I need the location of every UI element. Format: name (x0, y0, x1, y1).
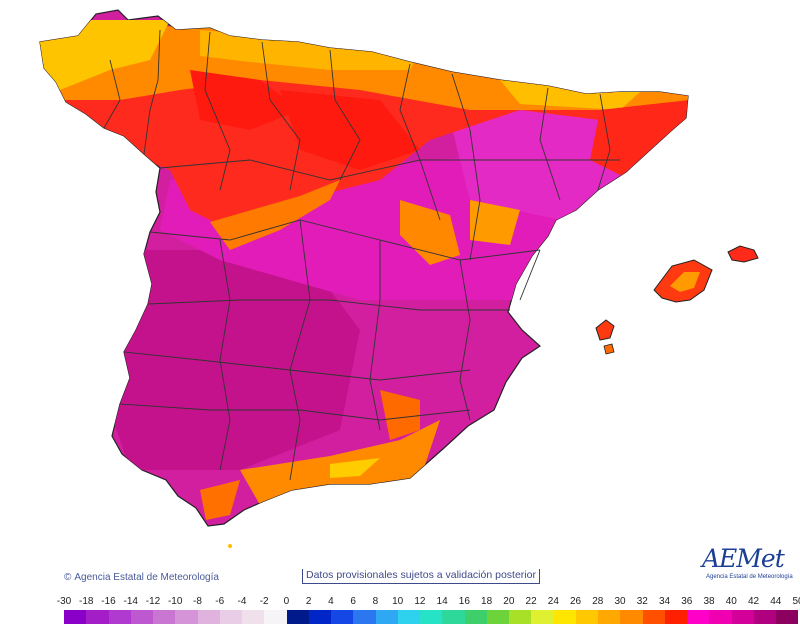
scale-tick-label: -12 (145, 596, 161, 607)
color-swatch (397, 610, 420, 624)
color-swatch (531, 610, 554, 624)
color-swatch (175, 610, 198, 624)
color-swatch (553, 610, 576, 624)
scale-tick-label: -8 (193, 596, 202, 607)
scale-tick-label: 38 (703, 596, 715, 607)
logo-wordmark: AEMet (702, 544, 785, 573)
color-swatch (108, 610, 131, 624)
copyright-icon: © (64, 572, 72, 583)
color-swatch (620, 610, 643, 624)
southeast-orange (380, 390, 420, 440)
color-swatch (753, 610, 776, 624)
color-swatch (642, 610, 665, 624)
formentera (603, 343, 615, 355)
central-system-orange (210, 180, 340, 250)
color-scale-labels: -30 -18 -16 -14 -12 -10 -8 -6 -4 -2 0 2 4 6 8 10 12 14 16 1… (0, 596, 800, 610)
color-swatch (464, 610, 487, 624)
color-swatch (353, 610, 376, 624)
pyrenees-yellow (500, 80, 640, 110)
scale-tick-label: -30 (56, 596, 72, 607)
color-swatch (308, 610, 331, 624)
color-swatch (709, 610, 732, 624)
color-swatch (509, 610, 532, 624)
logo-subtitle: Agencia Estatal de Meteorología (706, 574, 793, 580)
color-swatch (442, 610, 465, 624)
color-swatch (598, 610, 621, 624)
scale-tick-label: 44 (770, 596, 782, 607)
color-swatch (242, 610, 265, 624)
burgos-red-spot (280, 90, 420, 170)
color-swatch (197, 610, 220, 624)
scale-tick-label: 0 (283, 596, 290, 607)
scale-tick-label: 42 (747, 596, 760, 607)
menorca (727, 245, 759, 263)
scale-tick-label: 22 (525, 596, 537, 607)
scale-tick-label: 14 (436, 596, 448, 607)
scale-tick-label: -6 (215, 596, 225, 607)
color-swatch (664, 610, 687, 624)
scale-tick-label: 34 (658, 596, 671, 607)
scale-tick-label: -18 (79, 596, 94, 607)
scale-tick-label: 24 (547, 596, 559, 607)
color-swatch (64, 610, 87, 624)
southwest-hot-zone (100, 250, 360, 470)
scale-tick-label: 36 (681, 596, 693, 607)
mallorca-inner (670, 272, 700, 292)
scale-tick-label: 6 (350, 596, 356, 607)
scale-tick-label: 28 (592, 596, 604, 607)
color-swatch (776, 610, 799, 624)
scale-tick-label: 30 (614, 596, 626, 607)
scale-tick-label: 2 (305, 596, 312, 607)
color-scale-bar (64, 610, 799, 624)
scale-tick-label: 32 (636, 596, 648, 607)
color-swatch (731, 610, 754, 624)
scale-tick-label: 40 (725, 596, 737, 607)
cantabria-yellow (200, 30, 420, 70)
copyright-label: Agencia Estatal de Meteorología (74, 572, 219, 583)
copyright-text: © Agencia Estatal de Meteorología (64, 572, 219, 583)
scale-tick-label: 18 (481, 596, 493, 607)
south-coast-yellow (330, 458, 380, 478)
alboran-islet (228, 544, 232, 548)
scale-tick-label: 10 (392, 596, 404, 607)
color-swatch (375, 610, 398, 624)
color-swatch (153, 610, 176, 624)
color-swatch (486, 610, 509, 624)
scale-tick-label: 50 (792, 596, 800, 607)
province-borders (103, 29, 620, 481)
color-swatch (286, 610, 309, 624)
color-swatch (331, 610, 354, 624)
south-coast-orange (240, 420, 440, 505)
leon-red-spot (190, 70, 300, 130)
color-swatch (687, 610, 710, 624)
color-swatch (575, 610, 598, 624)
temperature-map (39, 9, 759, 548)
color-swatch (264, 610, 287, 624)
color-swatch (86, 610, 109, 624)
scale-tick-label: -4 (237, 596, 247, 607)
scale-tick-label: 12 (414, 596, 426, 607)
scale-tick-label: -2 (259, 596, 269, 607)
scale-tick-label: -10 (167, 596, 183, 607)
scale-tick-label: 20 (503, 596, 515, 607)
ibiza (595, 319, 615, 341)
aemet-logo: AEMet Agencia Estatal de Meteorología (700, 544, 793, 586)
disclaimer-text: Datos provisionales sujetos a validación… (302, 569, 540, 584)
scale-tick-label: 16 (458, 596, 470, 607)
color-swatch (130, 610, 153, 624)
color-swatch (420, 610, 443, 624)
scale-tick-label: -16 (101, 596, 116, 607)
scale-tick-label: 4 (328, 596, 334, 607)
scale-tick-label: -14 (123, 596, 138, 607)
teruel-orange (470, 200, 520, 245)
spain-temperature-map (39, 9, 759, 548)
color-swatch (219, 610, 242, 624)
cadiz-orange (200, 480, 240, 520)
scale-tick-label: 8 (372, 596, 379, 607)
scale-tick-label: 26 (570, 596, 582, 607)
